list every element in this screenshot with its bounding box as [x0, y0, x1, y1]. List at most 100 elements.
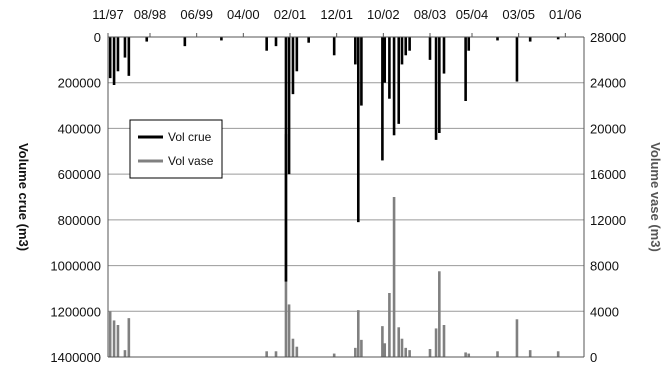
x-tick-label: 06/99 [180, 7, 213, 22]
vol-crue-bar [467, 37, 471, 51]
vol-vase-bar [265, 351, 268, 357]
vol-crue-bar [528, 37, 532, 42]
x-tick-label: 11/97 [92, 7, 124, 22]
y-left-tick-label: 1000000 [50, 259, 101, 274]
vol-crue-bar [356, 37, 360, 223]
vol-vase-bar [291, 338, 295, 357]
vol-crue-bar [284, 37, 288, 282]
vol-crue-bar [442, 37, 446, 74]
vol-crue-bar [556, 37, 560, 40]
vol-crue-bar [400, 37, 404, 65]
y-left-tick-labels: 0 200000 400000 600000 800000 1000000 1200000 1… [50, 30, 101, 365]
vol-crue-bar [145, 37, 149, 42]
x-tick-label: 03/05 [502, 7, 535, 22]
vol-crue-bar [404, 37, 408, 56]
y-right-tick-label: 4000 [590, 304, 619, 319]
y-right-tick-label: 12000 [590, 213, 626, 228]
x-tick-label: 02/01 [274, 7, 307, 22]
vol-vase-bar [428, 349, 432, 357]
vol-crue-bar [116, 37, 120, 72]
vol-crue-bar [464, 37, 467, 101]
vol-crue-bar [265, 37, 268, 51]
vol-crue-bar [383, 37, 387, 83]
vol-crue-bar [381, 37, 384, 161]
y-right-tick-label: 28000 [590, 30, 626, 45]
vol-crue-bar [183, 37, 187, 47]
vol-vase-bar [381, 326, 384, 357]
y-left-tick-label: 1400000 [50, 350, 101, 365]
y-left-tick-label: 400000 [58, 121, 101, 136]
legend-label-vol-crue: Vol crue [168, 130, 212, 144]
vol-crue-bar [274, 37, 278, 47]
vol-vase-bar [123, 350, 127, 357]
vol-crue-bar [434, 37, 438, 140]
vol-vase-bar [515, 319, 519, 357]
vol-vase-bar [108, 311, 112, 357]
legend-box [129, 119, 223, 179]
vol-crue-bar [108, 37, 112, 79]
y-left-tick-label: 1200000 [50, 304, 101, 319]
vol-vase-bar [354, 347, 357, 357]
vol-vase-bar [442, 325, 446, 357]
vol-vase-bar [408, 350, 411, 357]
vol-crue-bar [287, 37, 291, 175]
vol-vase-bar [464, 352, 467, 357]
x-tick-labels: 11/97 08/98 06/99 04/00 02/01 12/01 10/02 08/03… [92, 7, 582, 37]
vol-crue-bar [291, 37, 295, 95]
vol-vase-bar [400, 338, 404, 357]
y-right-axis-title: Volume vase (m3) [648, 142, 663, 252]
vol-vase-bar [392, 197, 396, 357]
y-left-tick-label: 0 [94, 30, 101, 45]
vol-vase-bar [127, 318, 131, 357]
x-tick-label: 05/04 [456, 7, 489, 22]
vol-vase-bar [295, 346, 299, 357]
y-right-tick-label: 0 [590, 350, 597, 365]
y-left-tick-label: 200000 [58, 76, 101, 91]
x-tick-label: 12/01 [320, 7, 353, 22]
y-left-axis-title: Volume crue (m3) [16, 143, 31, 251]
vol-crue-bar [127, 37, 131, 76]
vol-vase-bar [388, 293, 391, 357]
vol-vase-bar [287, 304, 291, 357]
y-right-tick-labels: 28000 24000 20000 16000 12000 8000 4000 0 [590, 30, 626, 365]
vol-vase-bar [383, 343, 387, 357]
vol-crue-series [108, 37, 560, 282]
vol-vase-bar [356, 310, 360, 357]
vol-vase-bar [467, 353, 471, 357]
vol-crue-bar [123, 37, 127, 58]
vol-vase-bar [496, 351, 499, 357]
vol-vase-bar [112, 320, 116, 357]
vol-crue-bar [112, 37, 116, 85]
vol-vase-bar [404, 347, 408, 357]
axes [107, 36, 585, 358]
vol-crue-bar [438, 37, 441, 133]
vol-vase-bar [397, 327, 401, 357]
vol-crue-bar [360, 37, 363, 106]
vol-crue-bar [295, 37, 299, 72]
vol-crue-bar [428, 37, 432, 60]
vol-crue-bar [392, 37, 396, 136]
vol-crue-bar [515, 37, 519, 82]
vol-crue-bar [220, 37, 223, 41]
x-tick-label: 08/98 [134, 7, 167, 22]
x-tick-label: 01/06 [549, 7, 582, 22]
plot-area [108, 37, 584, 357]
vol-vase-bar [528, 350, 532, 357]
vol-crue-bar [496, 37, 499, 41]
legend-label-vol-vase: Vol vase [168, 154, 214, 168]
vol-crue-bar [408, 37, 411, 51]
x-tick-label: 10/02 [367, 7, 400, 22]
x-tick-label: 04/00 [227, 7, 260, 22]
vol-vase-bar [434, 328, 438, 357]
vol-crue-bar [307, 37, 310, 43]
y-right-tick-label: 20000 [590, 121, 626, 136]
y-left-tick-label: 800000 [58, 213, 101, 228]
y-right-tick-label: 24000 [590, 76, 626, 91]
y-left-tick-label: 600000 [58, 167, 101, 182]
vol-crue-bar [388, 37, 391, 99]
vol-crue-bar [397, 37, 401, 124]
vol-vase-bar [274, 351, 278, 357]
vol-vase-bar [360, 339, 363, 357]
y-right-tick-label: 8000 [590, 259, 619, 274]
